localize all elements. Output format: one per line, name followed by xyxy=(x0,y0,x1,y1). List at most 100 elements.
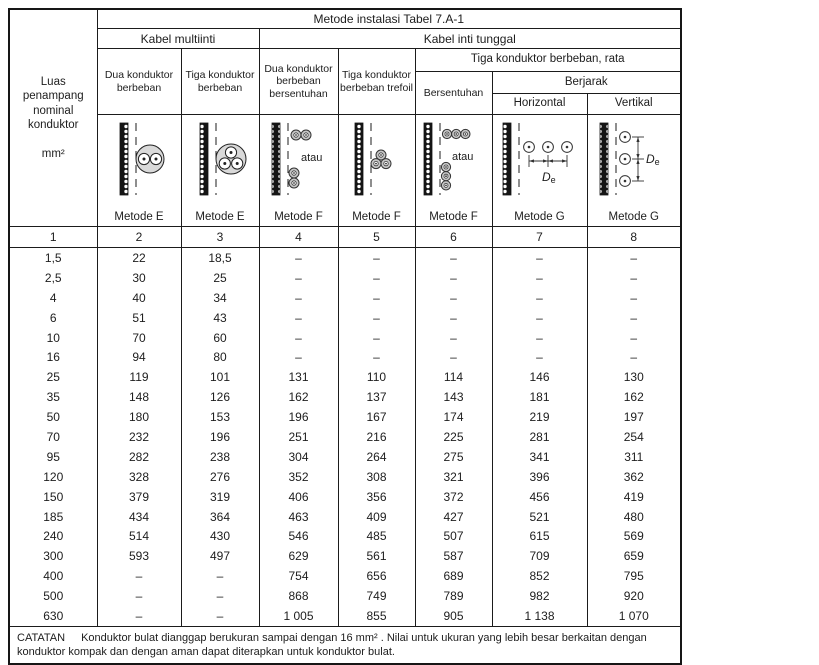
wall-icon xyxy=(354,122,364,196)
cell-value: – xyxy=(258,267,339,288)
cell-value: 264 xyxy=(337,446,416,467)
cell-size: 1,5 xyxy=(8,247,98,268)
wall-trefoil-icon xyxy=(354,122,392,196)
cell-value: 251 xyxy=(258,427,339,447)
diagram-label: Metode F xyxy=(429,211,478,223)
diagram-cell-metode-f-trefoil: Metode F xyxy=(337,114,416,227)
cell-size: 25 xyxy=(8,367,98,388)
cell-value: – xyxy=(337,327,416,348)
cell-value: – xyxy=(586,267,682,288)
cell-value: – xyxy=(180,606,260,627)
cell-value: 615 xyxy=(491,526,588,547)
header-horizontal: Horizontal xyxy=(491,93,588,115)
cell-value: 905 xyxy=(414,606,493,627)
cell-size: 400 xyxy=(8,566,98,587)
cell-value: 119 xyxy=(96,367,182,388)
cell-value: 137 xyxy=(337,387,416,408)
column-number: 6 xyxy=(414,226,493,248)
cell-value: 80 xyxy=(180,347,260,368)
cell-value: 126 xyxy=(180,387,260,408)
pair-horizontal xyxy=(290,129,312,141)
diagram-metode-f-trefoil: Metode F xyxy=(339,116,414,226)
cell-value: 281 xyxy=(491,427,588,447)
cell-value: 587 xyxy=(414,546,493,567)
cell-size: 630 xyxy=(8,606,98,627)
cell-value: 546 xyxy=(258,526,339,547)
cell-value: 480 xyxy=(586,506,682,527)
cell-value: 430 xyxy=(180,526,260,547)
note-label: CATATAN xyxy=(17,631,66,644)
spaced-circles-horizontal xyxy=(523,141,573,153)
cell-value: 920 xyxy=(586,586,682,607)
cell-size: 6 xyxy=(8,307,98,328)
cell-value: 463 xyxy=(258,506,339,527)
cell-value: – xyxy=(491,307,588,328)
cell-value: 174 xyxy=(414,407,493,428)
header-tiga-berbeban-rata: Tiga konduktor berbeban, rata xyxy=(414,48,682,72)
cell-value: – xyxy=(414,327,493,348)
cell-value: 497 xyxy=(180,546,260,567)
cell-size: 120 xyxy=(8,466,98,487)
diagram-cell-metode-e-3core: Metode E xyxy=(180,114,260,227)
wall-spaced-horizontal-icon: De xyxy=(502,122,573,196)
cell-value: 238 xyxy=(180,446,260,467)
trio-vertical xyxy=(440,161,452,191)
cell-value: 101 xyxy=(180,367,260,388)
cell-size: 4 xyxy=(8,287,98,308)
table-row: 10 70 60– – – – – xyxy=(8,327,682,348)
cell-value: 43 xyxy=(180,307,260,328)
cell-value: 569 xyxy=(586,526,682,547)
cell-value: 30 xyxy=(96,267,182,288)
cell-value: – xyxy=(337,307,416,328)
cell-size: 70 xyxy=(8,427,98,447)
cell-value: – xyxy=(180,566,260,587)
cell-value: 304 xyxy=(258,446,339,467)
wall-icon xyxy=(199,122,209,196)
cell-value: – xyxy=(414,347,493,368)
cell-value: – xyxy=(96,606,182,627)
cell-value: 406 xyxy=(258,486,339,507)
cell-value: 356 xyxy=(337,486,416,507)
pair-vertical xyxy=(288,167,300,189)
table-row: 25 119 101 131 110 114 146 130 xyxy=(8,367,682,388)
table-row: 16 94 80– – – – – xyxy=(8,347,682,368)
header-berjarak: Berjarak xyxy=(491,71,682,94)
wall-two-core-cable-icon xyxy=(119,122,165,196)
table-row: 70 232 196 251 216 225 281 254 xyxy=(8,427,682,447)
header-row-title: Luas penampang nominal konduktor mm² Met… xyxy=(8,8,682,227)
cell-value: 352 xyxy=(258,466,339,487)
table-row: 240 514 430 546 485 507 615 569 xyxy=(8,526,682,547)
cell-value: 162 xyxy=(258,387,339,408)
cell-value: 282 xyxy=(96,446,182,467)
cell-value: 25 xyxy=(180,267,260,288)
cell-value: – xyxy=(96,566,182,587)
cell-value: – xyxy=(491,287,588,308)
header-kabel-inti-tunggal: Kabel inti tunggal xyxy=(258,28,682,49)
column-number: 4 xyxy=(258,226,339,248)
table-row: 4 40 34– – – – – xyxy=(8,287,682,308)
cell-value: 146 xyxy=(491,367,588,388)
cell-value: 114 xyxy=(414,367,493,388)
cell-value: 181 xyxy=(491,387,588,408)
wall-icon xyxy=(119,122,129,196)
column-number: 2 xyxy=(96,226,182,248)
diagram-cell-metode-f-3touching: atau Metode F xyxy=(414,114,493,227)
cell-value: – xyxy=(414,287,493,308)
cell-size: 185 xyxy=(8,506,98,527)
cell-value: 162 xyxy=(586,387,682,408)
cell-value: – xyxy=(337,267,416,288)
table-row: 35 148 126 162 137 143 181 162 xyxy=(8,387,682,408)
cell-value: 143 xyxy=(414,387,493,408)
cell-value: 521 xyxy=(491,506,588,527)
column-number: 5 xyxy=(337,226,416,248)
de-label: De xyxy=(646,152,660,167)
cell-value: 328 xyxy=(96,466,182,487)
cell-value: 1 138 xyxy=(491,606,588,627)
cell-value: – xyxy=(491,347,588,368)
table-row: 500– –868 749 789 982 920 xyxy=(8,586,682,607)
cell-value: 507 xyxy=(414,526,493,547)
current-capacity-table: Luas penampang nominal konduktor mm² Met… xyxy=(8,8,683,665)
table-row: 400– –754 656 689 852 795 xyxy=(8,566,682,587)
cell-value: 319 xyxy=(180,486,260,507)
atau-label: atau xyxy=(452,151,473,163)
